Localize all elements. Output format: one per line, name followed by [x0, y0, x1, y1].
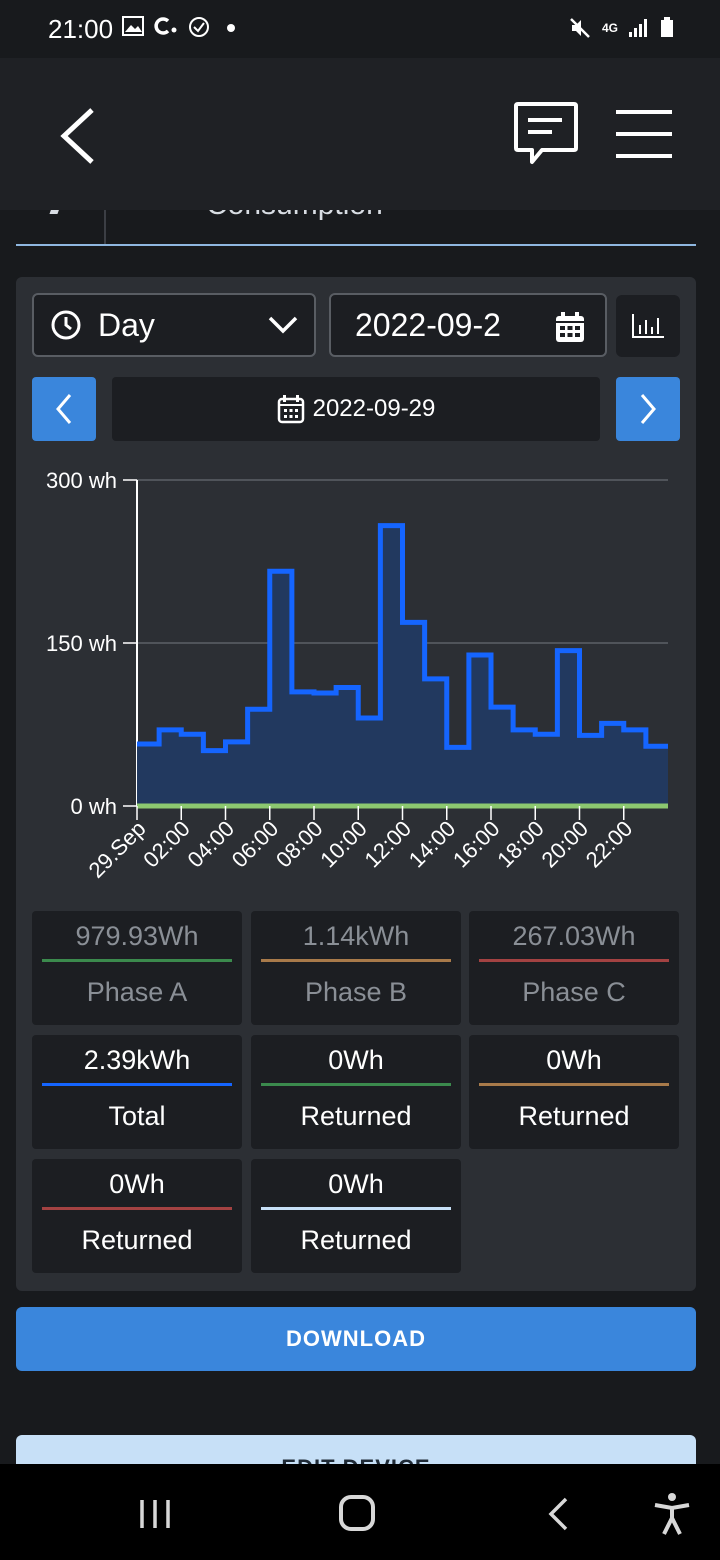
check-circle-icon: [189, 17, 209, 37]
current-date-label: 2022-09-29: [312, 395, 436, 422]
previous-day-button[interactable]: [32, 377, 96, 441]
subtab-divider: [104, 210, 106, 244]
stat-label: Returned: [300, 1101, 412, 1131]
x-tick-label: 22:00: [581, 816, 638, 873]
system-nav-bar: [0, 1464, 720, 1560]
x-tick-label: 08:00: [271, 816, 328, 873]
stat-tile[interactable]: 979.93Wh Phase A: [32, 911, 242, 1025]
stat-value: 0Wh: [109, 1169, 165, 1199]
chart-type-button[interactable]: [616, 295, 680, 357]
x-tick-label: 06:00: [227, 816, 284, 873]
download-button[interactable]: DOWNLOAD: [16, 1307, 696, 1371]
chevron-right-icon: [640, 394, 656, 424]
stat-tile[interactable]: 0Wh Returned: [469, 1035, 679, 1149]
chat-bubble-icon[interactable]: [512, 100, 580, 168]
consumption-series-line: [137, 523, 668, 754]
stat-label: Total: [108, 1101, 166, 1131]
stat-color-line: [42, 959, 232, 962]
c-app-icon: [154, 17, 177, 35]
chevron-left-icon: [56, 394, 72, 424]
period-value: Day: [98, 306, 155, 343]
stat-color-line: [42, 1207, 232, 1210]
status-left-icons: [122, 16, 242, 38]
status-time: 21:00: [48, 14, 114, 44]
stat-value: 267.03Wh: [512, 921, 636, 951]
y-tick-label: 300 wh: [46, 468, 117, 493]
subtab-strip: Consumption: [16, 210, 696, 246]
stat-label: Phase B: [304, 977, 408, 1007]
chevron-down-icon: [268, 316, 298, 334]
y-tick-label: 150 wh: [46, 631, 117, 656]
x-tick-label: 14:00: [404, 816, 461, 873]
x-tick-label: 16:00: [448, 816, 505, 873]
status-right-icons: 4G: [568, 16, 674, 40]
home-icon[interactable]: [338, 1494, 376, 1532]
period-select[interactable]: Day: [32, 293, 316, 357]
calendar-icon[interactable]: [555, 311, 585, 343]
stat-color-line: [261, 1083, 451, 1086]
edit-device-button[interactable]: EDIT DEVICE: [16, 1435, 696, 1464]
bar-chart-icon: [632, 314, 664, 338]
stat-label: Returned: [300, 1225, 412, 1255]
stat-value: 0Wh: [328, 1045, 384, 1075]
x-tick-label: 20:00: [536, 816, 593, 873]
x-tick-label: 04:00: [182, 816, 239, 873]
stat-label: Phase C: [522, 977, 626, 1007]
stat-tile[interactable]: 1.14kWh Phase B: [251, 911, 461, 1025]
back-button[interactable]: [56, 106, 104, 166]
stat-label: Returned: [518, 1101, 630, 1131]
image-icon: [122, 16, 144, 36]
y-tick-label: 0 wh: [71, 794, 117, 819]
stat-tile[interactable]: 0Wh Returned: [251, 1159, 461, 1273]
edit-device-label: EDIT DEVICE: [281, 1455, 430, 1464]
subtab-fragment: [49, 210, 63, 214]
hamburger-icon[interactable]: [614, 108, 674, 160]
app-bar: [0, 58, 720, 210]
stat-value: 1.14kWh: [302, 921, 410, 951]
signal-icon: [629, 19, 647, 37]
x-tick-label: 12:00: [359, 816, 416, 873]
consumption-chart: 0 wh 150 wh 300 wh 29.Sep02:0004:0006:0008:…: [46, 468, 668, 883]
recent-apps-icon[interactable]: [138, 1498, 174, 1530]
stat-color-line: [261, 959, 451, 962]
dot-icon: [227, 24, 235, 32]
stat-color-line: [479, 959, 669, 962]
stat-tile[interactable]: 0Wh Returned: [32, 1159, 242, 1273]
stat-tile[interactable]: 267.03Wh Phase C: [469, 911, 679, 1025]
x-tick-label: 29.Sep: [84, 816, 151, 883]
back-icon[interactable]: [546, 1496, 570, 1532]
clock-icon: [51, 310, 81, 340]
network-type-label: 4G: [601, 21, 618, 35]
tab-consumption[interactable]: Consumption: [206, 210, 383, 222]
stat-value: 0Wh: [546, 1045, 602, 1075]
stat-value: 2.39kWh: [83, 1045, 191, 1075]
stat-color-line: [42, 1083, 232, 1086]
next-day-button[interactable]: [616, 377, 680, 441]
status-bar: 21:00 4G: [0, 0, 720, 58]
date-input-value: 2022-09-2: [355, 306, 501, 343]
stat-tile[interactable]: 0Wh Returned: [251, 1035, 461, 1149]
stat-value: 979.93Wh: [75, 921, 199, 951]
x-tick-label: 02:00: [138, 816, 195, 873]
stat-tile[interactable]: 2.39kWh Total: [32, 1035, 242, 1149]
stat-label: Returned: [81, 1225, 193, 1255]
accessibility-icon[interactable]: [652, 1492, 692, 1536]
consumption-card: Day 2022-09-2: [16, 277, 696, 1291]
stat-label: Phase A: [86, 977, 188, 1007]
x-tick-label: 10:00: [315, 816, 372, 873]
stat-color-line: [261, 1207, 451, 1210]
stat-value: 0Wh: [328, 1169, 384, 1199]
x-tick-label: 18:00: [492, 816, 549, 873]
battery-icon: [661, 17, 673, 37]
stat-color-line: [479, 1083, 669, 1086]
mute-icon: [570, 18, 590, 38]
current-date-display[interactable]: 2022-09-29: [112, 377, 600, 441]
calendar-icon: [277, 395, 304, 424]
date-input[interactable]: 2022-09-2: [329, 293, 607, 357]
